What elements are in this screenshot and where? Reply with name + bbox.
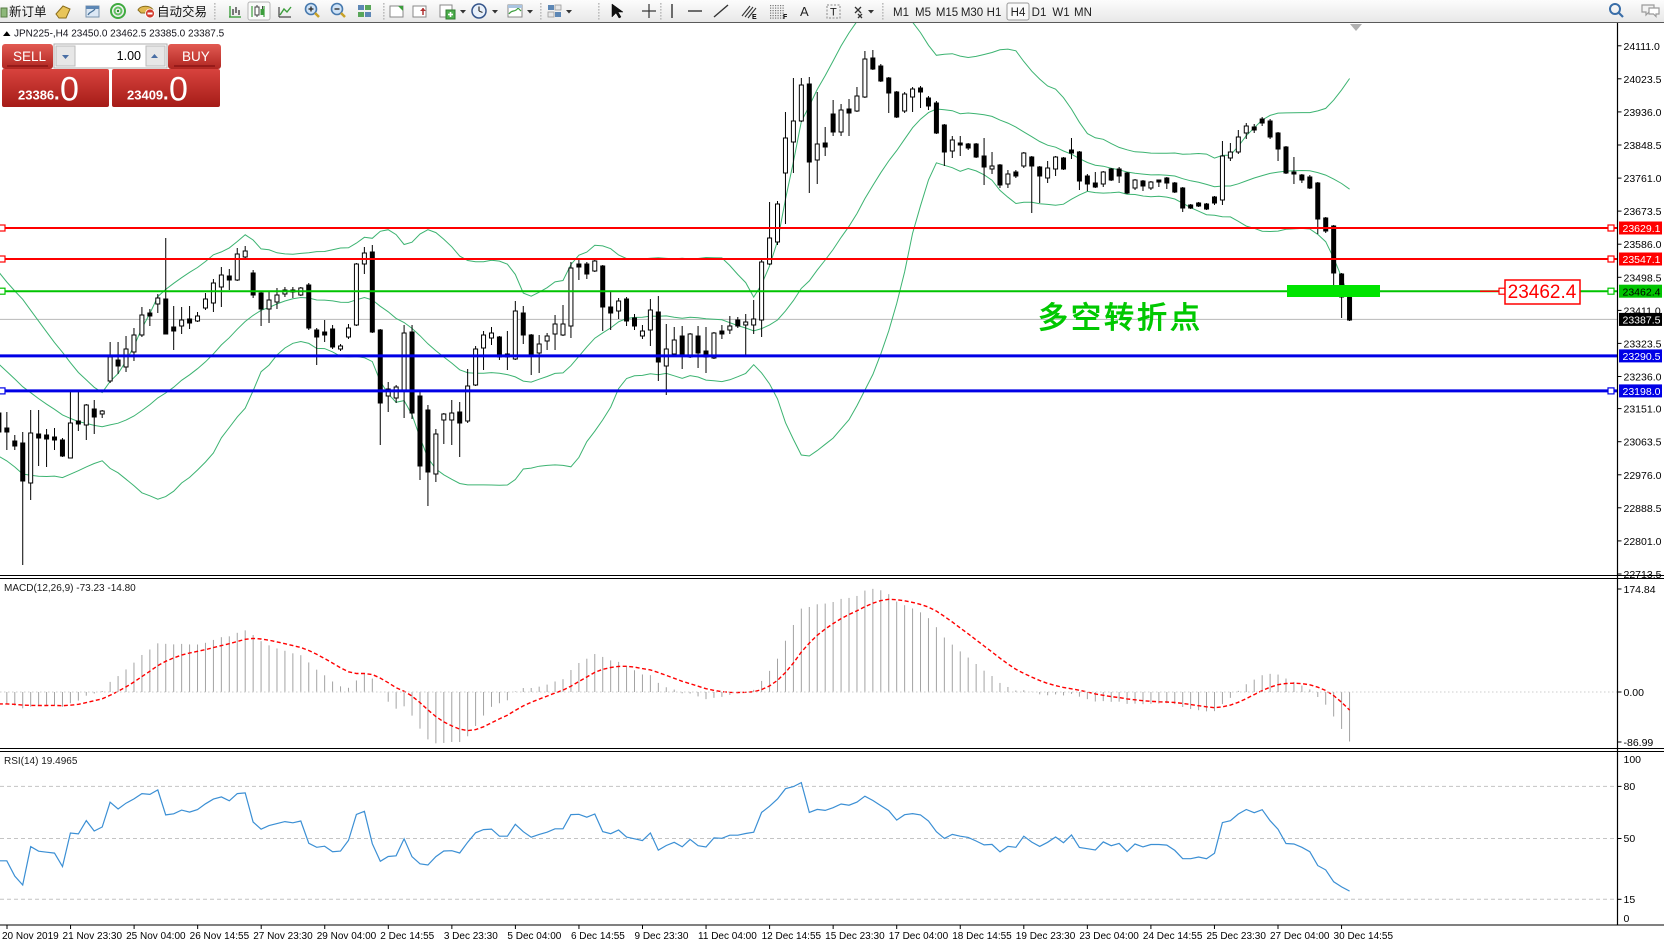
- svg-text:23629.1: 23629.1: [1623, 223, 1661, 235]
- svg-text:MN: MN: [1074, 7, 1092, 19]
- svg-text:19 Dec 23:30: 19 Dec 23:30: [1016, 931, 1076, 942]
- svg-text:9 Dec 23:30: 9 Dec 23:30: [635, 931, 689, 942]
- svg-text:23 Dec 04:00: 23 Dec 04:00: [1079, 931, 1139, 942]
- svg-text:.: .: [163, 83, 169, 105]
- svg-text:23498.5: 23498.5: [1624, 272, 1662, 284]
- svg-text:JPN225-,H4 23450.0 23462.5 23: JPN225-,H4 23450.0 23462.5 23385.0 23387…: [14, 29, 225, 40]
- svg-text:E: E: [752, 14, 757, 21]
- svg-text:0: 0: [60, 71, 79, 109]
- svg-text:11 Dec 04:00: 11 Dec 04:00: [698, 931, 757, 942]
- svg-text:-86.99: -86.99: [1624, 737, 1654, 749]
- svg-text:26 Nov 14:55: 26 Nov 14:55: [190, 931, 250, 942]
- svg-text:M30: M30: [961, 7, 983, 19]
- svg-text:23387.5: 23387.5: [1623, 315, 1661, 327]
- svg-text:W1: W1: [1052, 7, 1069, 19]
- svg-text:23462.4: 23462.4: [1508, 282, 1577, 303]
- svg-text:多空转折点: 多空转折点: [1038, 302, 1203, 335]
- svg-text:100: 100: [1624, 754, 1642, 766]
- svg-text:H1: H1: [987, 7, 1002, 19]
- svg-text:1.00: 1.00: [117, 49, 141, 63]
- svg-text:BUY: BUY: [182, 49, 210, 64]
- svg-text:17 Dec 04:00: 17 Dec 04:00: [889, 931, 949, 942]
- svg-text:22888.5: 22888.5: [1624, 503, 1662, 515]
- svg-text:29 Nov 04:00: 29 Nov 04:00: [317, 931, 377, 942]
- svg-text:SELL: SELL: [13, 49, 47, 64]
- svg-text:23198.0: 23198.0: [1623, 386, 1661, 398]
- svg-text:23586.0: 23586.0: [1624, 239, 1662, 251]
- svg-text:21 Nov 23:30: 21 Nov 23:30: [63, 931, 123, 942]
- svg-text:23547.1: 23547.1: [1623, 254, 1661, 266]
- svg-text:F: F: [783, 14, 788, 21]
- svg-text:174.84: 174.84: [1624, 584, 1656, 596]
- svg-text:27 Nov 23:30: 27 Nov 23:30: [253, 931, 313, 942]
- svg-text:27 Dec 04:00: 27 Dec 04:00: [1270, 931, 1330, 942]
- svg-text:23761.0: 23761.0: [1624, 173, 1662, 185]
- svg-text:23151.0: 23151.0: [1624, 404, 1662, 416]
- svg-text:0.00: 0.00: [1624, 687, 1645, 699]
- svg-text:T: T: [830, 7, 837, 19]
- svg-text:24111.0: 24111.0: [1624, 41, 1661, 53]
- svg-text:自动交易: 自动交易: [157, 4, 207, 19]
- svg-text:23323.5: 23323.5: [1624, 338, 1662, 350]
- svg-text:23936.0: 23936.0: [1624, 107, 1662, 119]
- svg-text:23848.5: 23848.5: [1624, 140, 1662, 152]
- svg-text:RSI(14) 19.4965: RSI(14) 19.4965: [4, 756, 78, 767]
- svg-text:12 Dec 14:55: 12 Dec 14:55: [762, 931, 822, 942]
- svg-text:H4: H4: [1011, 7, 1026, 19]
- svg-text:M5: M5: [915, 7, 931, 19]
- svg-text:5 Dec 04:00: 5 Dec 04:00: [507, 931, 561, 942]
- svg-text:M1: M1: [893, 7, 909, 19]
- svg-text:24 Dec 14:55: 24 Dec 14:55: [1143, 931, 1203, 942]
- svg-text:2 Dec 14:55: 2 Dec 14:55: [380, 931, 434, 942]
- svg-text:D1: D1: [1032, 7, 1047, 19]
- svg-text:M15: M15: [936, 7, 958, 19]
- svg-text:50: 50: [1624, 833, 1636, 845]
- svg-text:23409: 23409: [127, 88, 163, 103]
- svg-text:A: A: [800, 4, 809, 19]
- svg-text:3 Dec 23:30: 3 Dec 23:30: [444, 931, 498, 942]
- svg-text:80: 80: [1624, 781, 1636, 793]
- svg-text:23462.4: 23462.4: [1623, 286, 1661, 298]
- svg-text:.: .: [54, 83, 60, 105]
- svg-text:30 Dec 14:55: 30 Dec 14:55: [1334, 931, 1394, 942]
- svg-text:23386: 23386: [18, 88, 54, 103]
- svg-text:0: 0: [1624, 913, 1630, 925]
- svg-text:25 Nov 04:00: 25 Nov 04:00: [126, 931, 186, 942]
- svg-text:22713.5: 22713.5: [1624, 569, 1662, 581]
- svg-text:15: 15: [1624, 894, 1636, 906]
- svg-text:20 Nov 2019: 20 Nov 2019: [2, 931, 59, 942]
- svg-text:23673.5: 23673.5: [1624, 206, 1662, 218]
- svg-text:23290.5: 23290.5: [1623, 351, 1661, 363]
- svg-text:24023.5: 24023.5: [1624, 74, 1662, 86]
- svg-text:0: 0: [169, 71, 188, 109]
- svg-text:25 Dec 23:30: 25 Dec 23:30: [1206, 931, 1266, 942]
- svg-text:22801.0: 22801.0: [1624, 536, 1662, 548]
- svg-text:23063.5: 23063.5: [1624, 437, 1662, 449]
- svg-text:18 Dec 14:55: 18 Dec 14:55: [952, 931, 1012, 942]
- svg-text:新订单: 新订单: [9, 4, 47, 19]
- svg-text:6 Dec 14:55: 6 Dec 14:55: [571, 931, 625, 942]
- svg-text:15 Dec 23:30: 15 Dec 23:30: [825, 931, 885, 942]
- svg-text:23236.0: 23236.0: [1624, 372, 1662, 384]
- svg-text:MACD(12,26,9) -73.23 -14.80: MACD(12,26,9) -73.23 -14.80: [4, 583, 136, 594]
- svg-text:22976.0: 22976.0: [1624, 470, 1662, 482]
